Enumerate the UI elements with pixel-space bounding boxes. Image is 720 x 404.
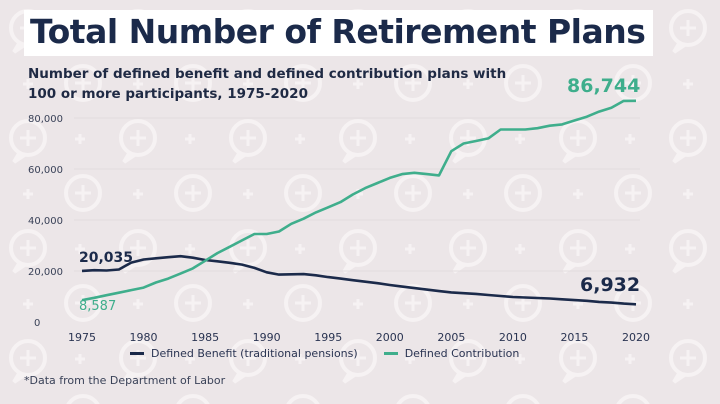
x-tick-label: 1975 — [68, 331, 96, 344]
y-tick-label: 20,000 — [28, 267, 63, 278]
y-tick-label: 60,000 — [28, 165, 63, 176]
x-tick-label: 2015 — [560, 331, 588, 344]
x-tick-label: 2005 — [437, 331, 465, 344]
x-tick-label: 1985 — [191, 331, 219, 344]
x-tick-label: 1995 — [314, 331, 342, 344]
defined-benefit-swatch — [130, 352, 144, 355]
legend-item-defined-contribution[interactable]: Defined Contribution — [383, 347, 520, 360]
legend-item-defined-benefit[interactable]: Defined Benefit (traditional pensions) — [130, 347, 358, 360]
y-tick-label: 0 — [34, 318, 40, 329]
defined-contribution-line — [81, 99, 637, 302]
dc-start-label: 8,587 — [79, 299, 116, 314]
footnote: *Data from the Department of Labor — [24, 374, 226, 387]
chart-title: Total Number of Retirement Plans — [30, 12, 646, 51]
legend: Defined Benefit (traditional pensions) D… — [130, 347, 519, 360]
db-start-label: 20,035 — [79, 250, 133, 266]
title-box: Total Number of Retirement Plans — [24, 10, 654, 56]
y-axis-ticks: 0 20,000 40,000 60,000 80,000 — [28, 114, 63, 329]
x-axis-ticks: 1975 1980 1985 1990 1995 2000 2005 2010 2015 2020 — [68, 331, 650, 344]
x-tick-label: 2010 — [499, 331, 527, 344]
legend-label-defined-benefit: Defined Benefit (traditional pensions) — [151, 347, 358, 360]
chart-subtitle: Number of defined benefit and defined co… — [28, 66, 507, 102]
legend-label-defined-contribution: Defined Contribution — [404, 347, 520, 360]
x-tick-label: 1990 — [253, 331, 281, 344]
gridlines — [74, 117, 640, 272]
defined-benefit-line — [81, 254, 637, 306]
x-tick-label: 2000 — [376, 331, 404, 344]
defined-contribution-swatch — [383, 352, 398, 355]
y-tick-label: 40,000 — [28, 216, 63, 227]
x-tick-label: 2020 — [622, 331, 650, 344]
y-tick-label: 80,000 — [28, 114, 63, 125]
dc-end-label: 86,744 — [567, 75, 640, 97]
db-end-label: 6,932 — [580, 274, 640, 296]
x-tick-label: 1980 — [130, 331, 158, 344]
